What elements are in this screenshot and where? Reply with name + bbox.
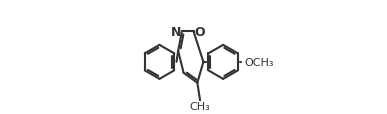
Text: CH₃: CH₃ — [190, 101, 211, 111]
Text: O: O — [194, 25, 205, 38]
Text: N: N — [171, 25, 181, 38]
Text: OCH₃: OCH₃ — [244, 57, 274, 67]
